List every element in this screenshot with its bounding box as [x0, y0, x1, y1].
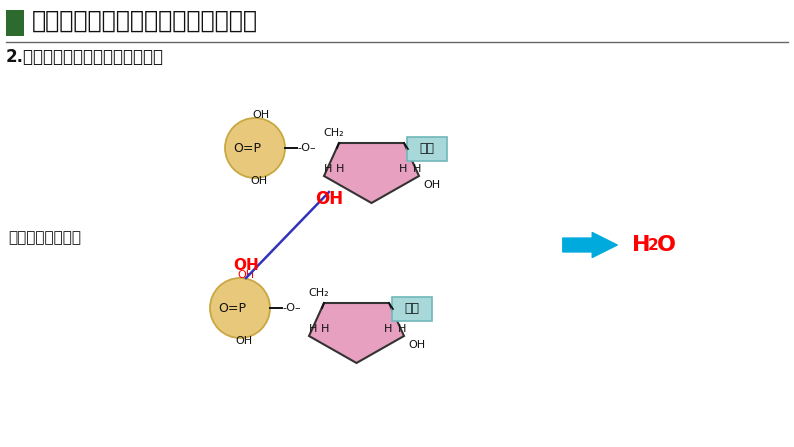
Bar [6, 10, 24, 36]
Text: 核苷酸分子的连接: 核苷酸分子的连接 [8, 231, 81, 245]
Text: OH: OH [250, 176, 268, 186]
Text: H: H [413, 164, 421, 174]
Text: O=P: O=P [218, 301, 246, 315]
Text: O: O [657, 235, 676, 255]
Text: OH: OH [233, 258, 259, 273]
Text: H: H [324, 164, 332, 174]
Text: H: H [399, 164, 407, 174]
Text: H: H [384, 324, 392, 334]
Text: 碱基: 碱基 [404, 303, 419, 316]
Text: OH: OH [252, 110, 269, 120]
Text: 碱基: 碱基 [419, 143, 434, 156]
Text: OH: OH [423, 180, 440, 190]
FancyArrowPatch shape [563, 232, 617, 257]
Text: 2: 2 [648, 237, 659, 253]
Text: H: H [336, 164, 344, 174]
Text: 二、核酸是由核苷酸连接而成的长链: 二、核酸是由核苷酸连接而成的长链 [32, 9, 258, 33]
Text: CH₂: CH₂ [323, 128, 344, 138]
FancyBboxPatch shape [392, 297, 432, 321]
Text: H: H [309, 324, 317, 334]
Polygon shape [309, 303, 404, 363]
Text: -O–: -O– [297, 143, 316, 153]
Circle shape [225, 118, 285, 178]
Text: -O–: -O– [282, 303, 301, 313]
Text: CH₂: CH₂ [308, 288, 329, 298]
Polygon shape [324, 143, 419, 203]
Text: H: H [632, 235, 650, 255]
Text: H: H [398, 324, 407, 334]
Text: OH: OH [236, 336, 252, 346]
Circle shape [210, 278, 270, 338]
Text: O=P: O=P [233, 142, 261, 155]
Text: OH: OH [408, 340, 425, 350]
Text: H: H [321, 324, 330, 334]
Text: OH: OH [315, 190, 343, 208]
FancyBboxPatch shape [407, 137, 447, 161]
Text: 2.核酸是由核苷酸连接而成的长链: 2.核酸是由核苷酸连接而成的长链 [6, 48, 164, 66]
Text: OH: OH [237, 270, 255, 280]
